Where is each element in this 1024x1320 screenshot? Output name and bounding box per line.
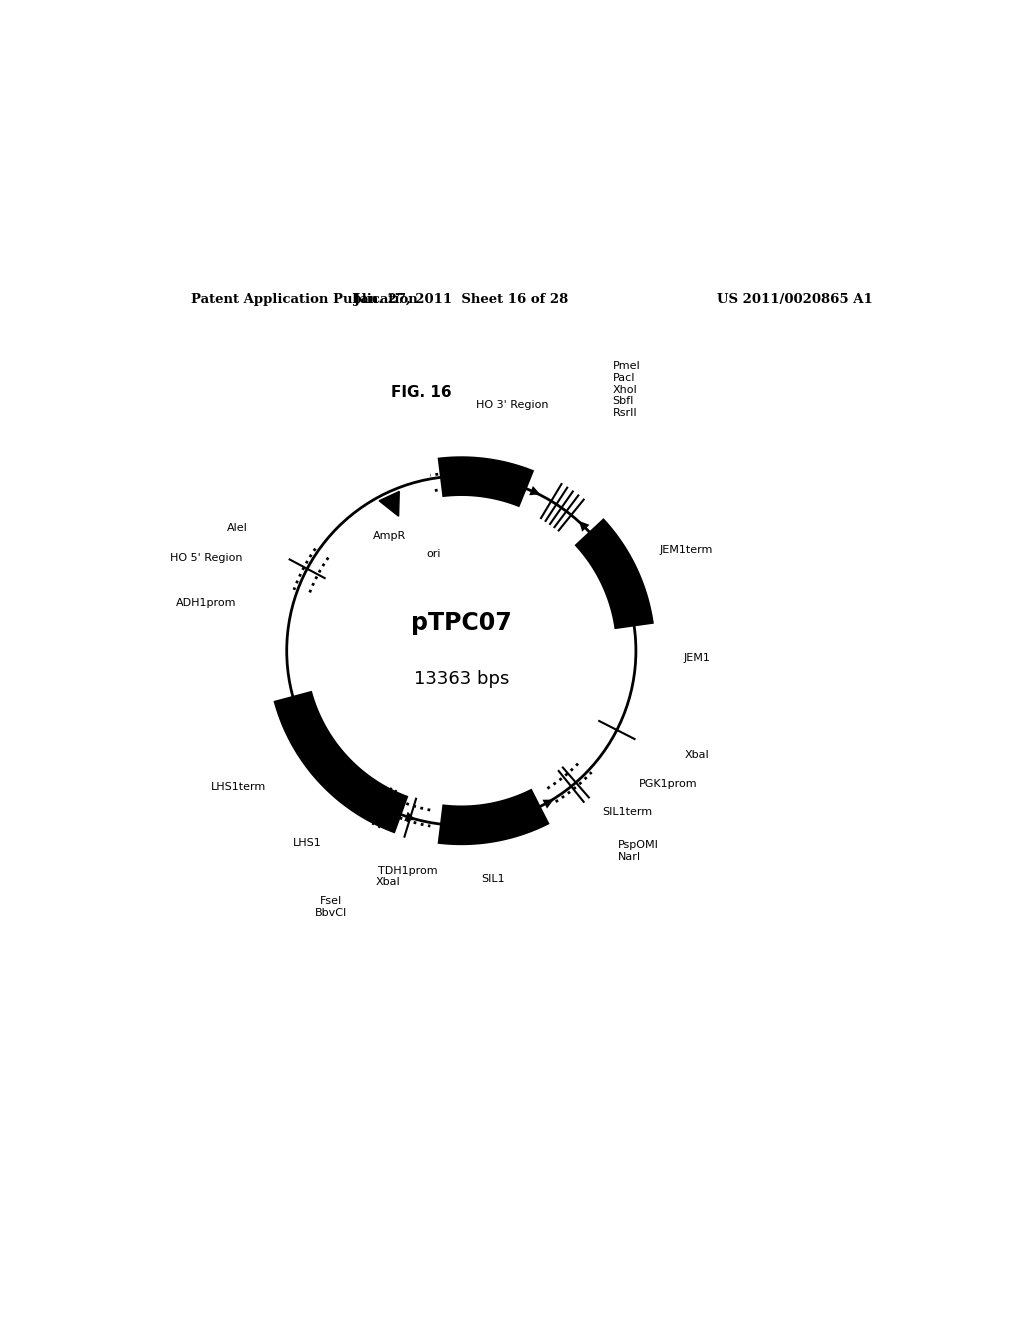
Text: AleI: AleI — [227, 523, 248, 533]
Text: ori: ori — [426, 549, 440, 558]
Text: Jan. 27, 2011  Sheet 16 of 28: Jan. 27, 2011 Sheet 16 of 28 — [354, 293, 568, 306]
Text: ADH1prom: ADH1prom — [176, 598, 237, 609]
Text: JEM1: JEM1 — [683, 653, 711, 664]
Polygon shape — [379, 491, 399, 516]
Text: XbaI: XbaI — [376, 878, 400, 887]
Text: PmeI
PacI
XhoI
SbfI
RsrII: PmeI PacI XhoI SbfI RsrII — [612, 362, 640, 417]
Polygon shape — [437, 457, 535, 507]
Text: LHS1: LHS1 — [293, 838, 322, 849]
Text: HO 5' Region: HO 5' Region — [170, 553, 242, 562]
Text: Patent Application Publication: Patent Application Publication — [191, 293, 418, 306]
Text: FIG. 16: FIG. 16 — [391, 385, 452, 400]
Text: US 2011/0020865 A1: US 2011/0020865 A1 — [717, 293, 872, 306]
Text: 13363 bps: 13363 bps — [414, 669, 509, 688]
Text: FseI
BbvCI: FseI BbvCI — [314, 896, 347, 917]
Text: PspOMI
NarI: PspOMI NarI — [617, 840, 658, 862]
Text: XbaI: XbaI — [684, 750, 709, 760]
Text: PGK1prom: PGK1prom — [639, 779, 697, 789]
Text: JEM1term: JEM1term — [659, 545, 713, 554]
Text: LHS1term: LHS1term — [211, 783, 266, 792]
Text: HO 3' Region: HO 3' Region — [476, 400, 549, 411]
Text: pTPC07: pTPC07 — [411, 611, 512, 635]
Text: TDH1prom: TDH1prom — [378, 866, 437, 876]
Text: SIL1: SIL1 — [481, 874, 505, 883]
Text: AmpR: AmpR — [373, 532, 407, 541]
Text: SIL1term: SIL1term — [602, 808, 652, 817]
Polygon shape — [273, 690, 409, 833]
Polygon shape — [574, 519, 654, 630]
Polygon shape — [437, 788, 550, 845]
